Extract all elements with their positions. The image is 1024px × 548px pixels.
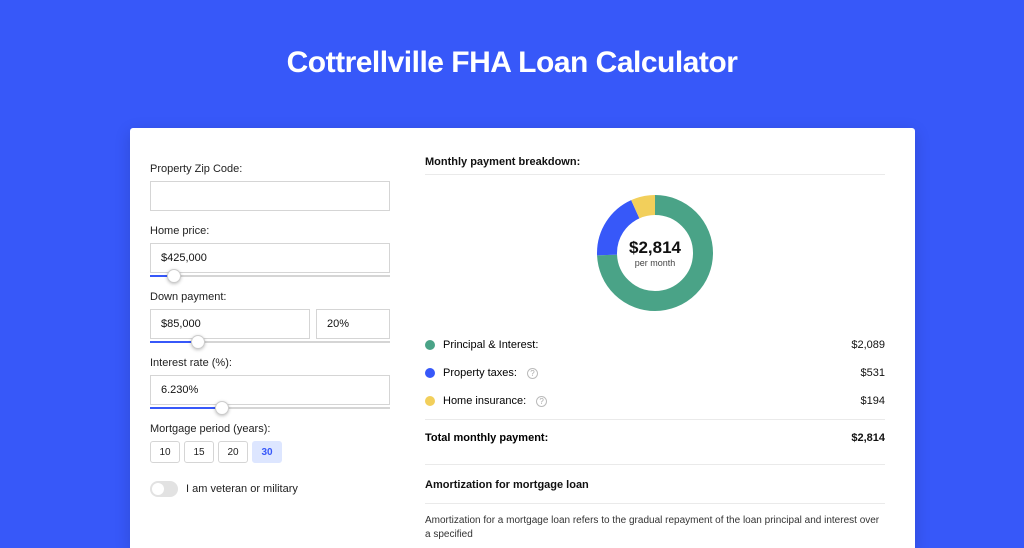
period-option-10[interactable]: 10 xyxy=(150,441,180,463)
period-option-20[interactable]: 20 xyxy=(218,441,248,463)
calculator-card: Property Zip Code: Home price: Down paym… xyxy=(130,128,915,548)
breakdown-row: Home insurance:? $194 xyxy=(425,387,885,415)
home-price-slider[interactable] xyxy=(150,275,390,277)
mortgage-period-field-group: Mortgage period (years): 10152030 xyxy=(150,423,410,463)
down-payment-field-group: Down payment: xyxy=(150,291,410,343)
breakdown-label: Property taxes: xyxy=(443,367,517,379)
total-label: Total monthly payment: xyxy=(425,432,548,444)
veteran-label: I am veteran or military xyxy=(186,483,298,495)
form-column: Property Zip Code: Home price: Down paym… xyxy=(150,163,410,497)
period-option-30[interactable]: 30 xyxy=(252,441,282,463)
home-price-input[interactable] xyxy=(150,243,390,273)
info-icon[interactable]: ? xyxy=(536,396,547,407)
down-payment-amount-input[interactable] xyxy=(150,309,310,339)
home-price-field-group: Home price: xyxy=(150,225,410,277)
info-icon[interactable]: ? xyxy=(527,368,538,379)
breakdown-title: Monthly payment breakdown: xyxy=(425,156,885,168)
zip-input[interactable] xyxy=(150,181,390,211)
mortgage-period-label: Mortgage period (years): xyxy=(150,423,410,435)
interest-rate-field-group: Interest rate (%): xyxy=(150,357,410,409)
amortization-text: Amortization for a mortgage loan refers … xyxy=(425,514,885,542)
down-payment-percent-input[interactable] xyxy=(316,309,390,339)
slider-thumb[interactable] xyxy=(191,335,205,349)
breakdown-row: Property taxes:? $531 xyxy=(425,359,885,387)
total-value: $2,814 xyxy=(851,432,885,444)
breakdown-label: Principal & Interest: xyxy=(443,339,538,351)
breakdown-value: $194 xyxy=(861,395,885,407)
total-row: Total monthly payment: $2,814 xyxy=(425,419,885,452)
toggle-knob xyxy=(152,483,164,495)
mortgage-period-options: 10152030 xyxy=(150,441,410,463)
interest-rate-label: Interest rate (%): xyxy=(150,357,410,369)
breakdown-value: $2,089 xyxy=(851,339,885,351)
down-payment-label: Down payment: xyxy=(150,291,410,303)
breakdown-row: Principal & Interest: $2,089 xyxy=(425,331,885,359)
interest-rate-slider[interactable] xyxy=(150,407,390,409)
veteran-toggle[interactable] xyxy=(150,481,178,497)
payment-donut-chart: $2,814 per month xyxy=(595,193,715,313)
veteran-row: I am veteran or military xyxy=(150,481,410,497)
zip-field-group: Property Zip Code: xyxy=(150,163,410,211)
slider-thumb[interactable] xyxy=(167,269,181,283)
slider-thumb[interactable] xyxy=(215,401,229,415)
home-price-label: Home price: xyxy=(150,225,410,237)
divider xyxy=(425,503,885,504)
page-title: Cottrellville FHA Loan Calculator xyxy=(0,0,1024,108)
period-option-15[interactable]: 15 xyxy=(184,441,214,463)
breakdown-panel: $2,814 per month Principal & Interest: $2… xyxy=(425,174,885,465)
down-payment-slider[interactable] xyxy=(150,341,390,343)
interest-rate-input[interactable] xyxy=(150,375,390,405)
amortization-title: Amortization for mortgage loan xyxy=(425,479,885,491)
legend-dot xyxy=(425,340,435,350)
legend-dot xyxy=(425,368,435,378)
donut-center-sub: per month xyxy=(635,258,676,268)
breakdown-column: Monthly payment breakdown: $2,814 per mo… xyxy=(425,156,885,542)
donut-center-amount: $2,814 xyxy=(629,238,681,258)
legend-dot xyxy=(425,396,435,406)
breakdown-value: $531 xyxy=(861,367,885,379)
breakdown-label: Home insurance: xyxy=(443,395,526,407)
zip-label: Property Zip Code: xyxy=(150,163,410,175)
